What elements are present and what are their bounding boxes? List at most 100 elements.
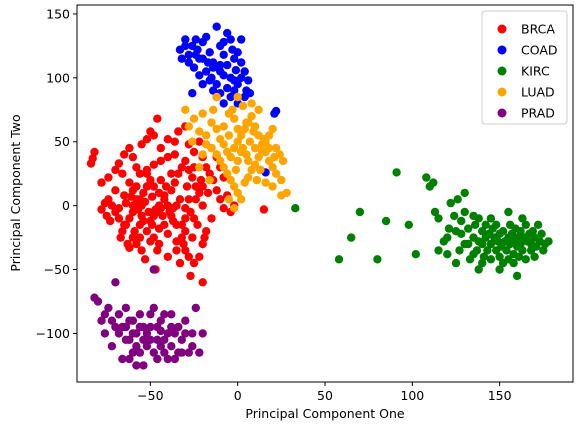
point-prad-23	[170, 354, 179, 364]
point-kirc-11	[429, 178, 438, 187]
point-prad-3	[100, 329, 110, 338]
point-prad-67	[160, 335, 169, 344]
point-brca-140	[97, 205, 106, 214]
point-prad-14	[139, 361, 148, 370]
point-kirc-91	[478, 258, 487, 268]
point-prad-6	[111, 322, 120, 332]
point-brca-73	[146, 237, 155, 246]
point-brca-126	[116, 233, 125, 242]
point-brca-18	[170, 137, 179, 146]
points-layer	[86, 22, 553, 370]
point-coad-4	[191, 35, 200, 44]
point-brca-101	[153, 246, 162, 255]
point-coad-37	[223, 60, 232, 70]
point-kirc-5	[381, 216, 391, 226]
point-luad-84	[188, 137, 197, 146]
point-coad-41	[237, 73, 246, 83]
point-coad-26	[226, 92, 235, 102]
point-prad-60	[167, 322, 176, 332]
point-brca-3	[97, 178, 106, 187]
point-kirc-98	[455, 246, 464, 255]
point-coad-43	[219, 99, 228, 108]
point-brca-147	[142, 169, 152, 178]
point-kirc-8	[411, 250, 420, 259]
point-brca-54	[114, 214, 124, 223]
point-prad-57	[135, 348, 145, 357]
point-brca-23	[195, 137, 204, 146]
point-kirc-29	[471, 220, 480, 229]
point-kirc-38	[483, 246, 492, 255]
point-kirc-84	[544, 237, 553, 246]
point-kirc-50	[498, 227, 508, 236]
point-brca-135	[259, 205, 269, 214]
point-kirc-3	[355, 207, 365, 217]
point-coad-8	[205, 48, 214, 57]
point-kirc-6	[392, 168, 401, 177]
point-luad-48	[233, 156, 242, 166]
point-brca-87	[188, 233, 197, 242]
point-kirc-75	[528, 227, 537, 236]
point-luad-68	[261, 178, 270, 187]
point-brca-0	[90, 147, 99, 157]
point-brca-84	[191, 182, 200, 191]
point-luad-0	[181, 105, 190, 115]
point-luad-78	[244, 156, 253, 166]
point-coad-10	[212, 22, 221, 31]
legend-label-coad: COAD	[521, 43, 558, 58]
point-prad-59	[121, 322, 131, 332]
legend-label-brca: BRCA	[521, 22, 555, 37]
point-kirc-2	[347, 233, 356, 242]
point-kirc-18	[446, 198, 455, 208]
point-brca-88	[181, 214, 190, 223]
point-kirc-64	[514, 252, 524, 261]
x-tick-label: 0	[234, 388, 242, 403]
point-kirc-96	[450, 211, 459, 221]
point-prad-46	[135, 322, 145, 332]
point-luad-39	[257, 147, 267, 157]
point-brca-30	[219, 204, 228, 213]
point-coad-38	[226, 73, 235, 83]
point-prad-38	[167, 342, 176, 351]
point-prad-35	[146, 335, 155, 344]
point-luad-65	[230, 204, 239, 213]
point-brca-78	[170, 178, 179, 187]
point-brca-19	[174, 127, 183, 136]
point-brca-37	[181, 246, 190, 255]
point-kirc-9	[422, 173, 431, 182]
point-prad-58	[128, 316, 138, 325]
point-luad-4	[198, 109, 207, 118]
point-prad-8	[118, 354, 127, 364]
point-brca-6	[114, 159, 124, 168]
point-prad-47	[142, 329, 152, 338]
point-kirc-99	[474, 265, 483, 274]
point-brca-80	[177, 163, 186, 172]
point-brca-156	[135, 233, 145, 242]
point-luad-1	[184, 122, 193, 131]
point-kirc-21	[453, 195, 462, 204]
point-brca-122	[200, 233, 209, 242]
point-prad-49	[156, 342, 165, 351]
point-luad-30	[226, 175, 235, 185]
point-luad-23	[268, 163, 277, 172]
point-brca-51	[125, 214, 134, 223]
point-kirc-7	[404, 220, 413, 229]
point-luad-50	[250, 143, 260, 153]
point-brca-56	[107, 201, 117, 210]
legend-marker-luad	[497, 87, 507, 97]
point-kirc-36	[481, 220, 490, 229]
point-brca-8	[125, 143, 134, 153]
point-luad-47	[212, 150, 221, 159]
point-brca-118	[182, 182, 192, 191]
point-kirc-16	[443, 233, 452, 242]
point-brca-129	[139, 216, 148, 226]
point-kirc-33	[478, 227, 487, 236]
point-coad-17	[237, 58, 246, 67]
point-brca-64	[172, 237, 181, 246]
point-brca-109	[158, 211, 167, 221]
point-brca-10	[132, 163, 141, 172]
point-luad-63	[202, 140, 211, 149]
point-luad-35	[244, 173, 253, 182]
y-tick-label: −50	[44, 262, 70, 277]
point-coad-35	[209, 63, 218, 72]
point-brca-65	[181, 227, 190, 236]
